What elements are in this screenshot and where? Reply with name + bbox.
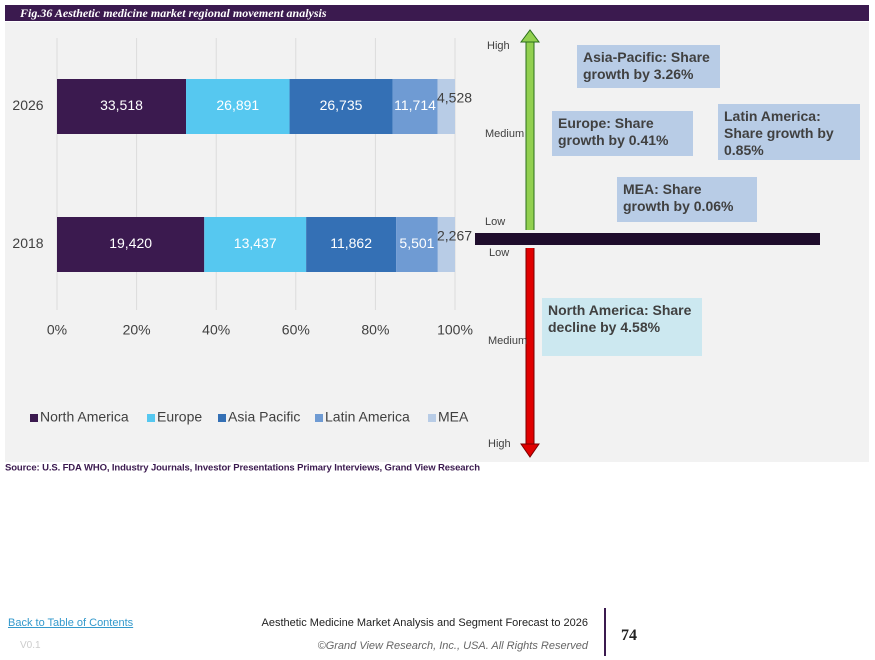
legend-swatch xyxy=(147,414,155,422)
source: Source: U.S. FDA WHO, Industry Journals,… xyxy=(5,463,480,474)
data-label: 2,267 xyxy=(437,228,472,244)
scale-label: Medium xyxy=(485,128,524,140)
annotation-box: Europe: Share growth by 0.41% xyxy=(552,111,693,156)
legend-swatch xyxy=(428,414,436,422)
divider xyxy=(475,233,820,245)
annotation-box: North America: Share decline by 4.58% xyxy=(542,298,702,356)
scale-label: High xyxy=(488,438,511,450)
data-label: 26,735 xyxy=(320,97,363,113)
figure-caption: Fig.36 Aesthetic medicine market regiona… xyxy=(19,6,327,20)
annotation-box: Asia-Pacific: Share growth by 3.26% xyxy=(577,45,720,88)
toc-link[interactable]: Back to Table of Contents xyxy=(8,617,134,629)
arrow-up-head xyxy=(520,29,540,43)
version: V0.1 xyxy=(20,640,41,651)
legend-label: North America xyxy=(40,409,129,425)
data-label: 4,528 xyxy=(437,90,472,106)
bar-segment xyxy=(396,217,438,272)
bar-segment xyxy=(306,217,397,272)
annotation-box: MEA: Share growth by 0.06% xyxy=(617,177,757,222)
scale-label: High xyxy=(487,40,510,52)
caption-bar xyxy=(5,5,869,21)
arrow-down-head xyxy=(520,443,540,458)
data-label: 13,437 xyxy=(234,235,277,251)
x-tick-label: 40% xyxy=(202,322,230,338)
legend-label: MEA xyxy=(438,409,469,425)
data-label: 19,420 xyxy=(109,235,152,251)
x-tick-label: 0% xyxy=(47,322,67,338)
data-label: 26,891 xyxy=(216,97,259,113)
legend-label: Asia Pacific xyxy=(228,409,300,425)
legend-swatch xyxy=(30,414,38,422)
copyright: ©Grand View Research, Inc., USA. All Rig… xyxy=(317,640,588,652)
data-label: 5,501 xyxy=(399,235,434,251)
x-tick-label: 60% xyxy=(282,322,310,338)
legend-label: Europe xyxy=(157,409,202,425)
bar-segment xyxy=(437,217,455,272)
bar-segment xyxy=(57,217,205,272)
scale-label: Medium xyxy=(488,335,527,347)
legend-label: Latin America xyxy=(325,409,410,425)
y-tick-label: 2018 xyxy=(12,235,43,251)
legend-swatch xyxy=(218,414,226,422)
x-tick-label: 100% xyxy=(437,322,473,338)
y-tick-label: 2026 xyxy=(12,97,43,113)
x-tick-label: 80% xyxy=(361,322,389,338)
bar-segment xyxy=(186,79,290,134)
legend-swatch xyxy=(315,414,323,422)
bar-segment xyxy=(57,79,187,134)
bar-segment xyxy=(204,217,307,272)
scale-label: Low xyxy=(489,247,509,259)
data-label: 11,714 xyxy=(394,97,436,113)
data-label: 33,518 xyxy=(100,97,143,113)
bar-segment xyxy=(392,79,438,134)
data-label: 11,862 xyxy=(330,235,372,251)
x-tick-label: 20% xyxy=(123,322,151,338)
bar-segment xyxy=(289,79,393,134)
scale-label: Low xyxy=(485,216,505,228)
bar-segment xyxy=(437,79,455,134)
report-title: Aesthetic Medicine Market Analysis and S… xyxy=(261,617,588,629)
page-number: 74 xyxy=(621,627,637,644)
annotation-box: Latin America: Share growth by 0.85% xyxy=(718,104,860,160)
